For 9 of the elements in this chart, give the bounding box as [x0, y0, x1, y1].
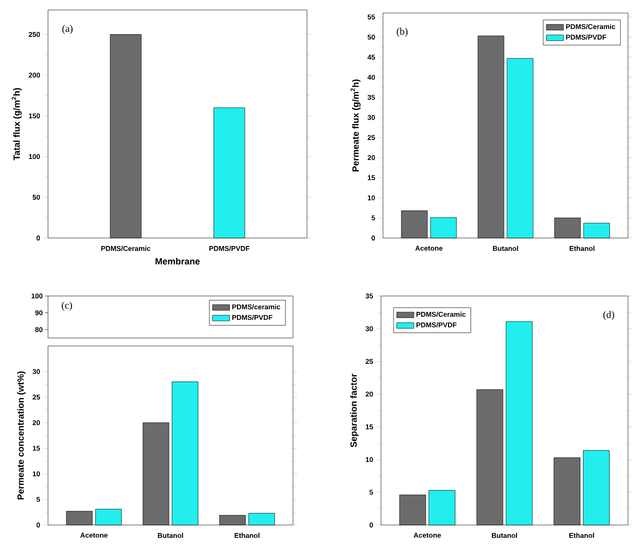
text: (c): [62, 302, 72, 311]
y-axis-title: Separation factor: [350, 374, 359, 448]
x-axis-title: Membrane: [156, 258, 200, 264]
annotation: (d): [603, 310, 614, 320]
annotation: (a): [62, 24, 73, 34]
annotation: (b): [396, 28, 408, 37]
y-axis-title: Permeate flux (g/m$^{2}$h): [350, 80, 361, 172]
y-axis-title: Tatal flux (g/m$^{2}$h): [12, 88, 22, 160]
y-axis-title: Permeate concentration (wt%): [17, 371, 26, 500]
